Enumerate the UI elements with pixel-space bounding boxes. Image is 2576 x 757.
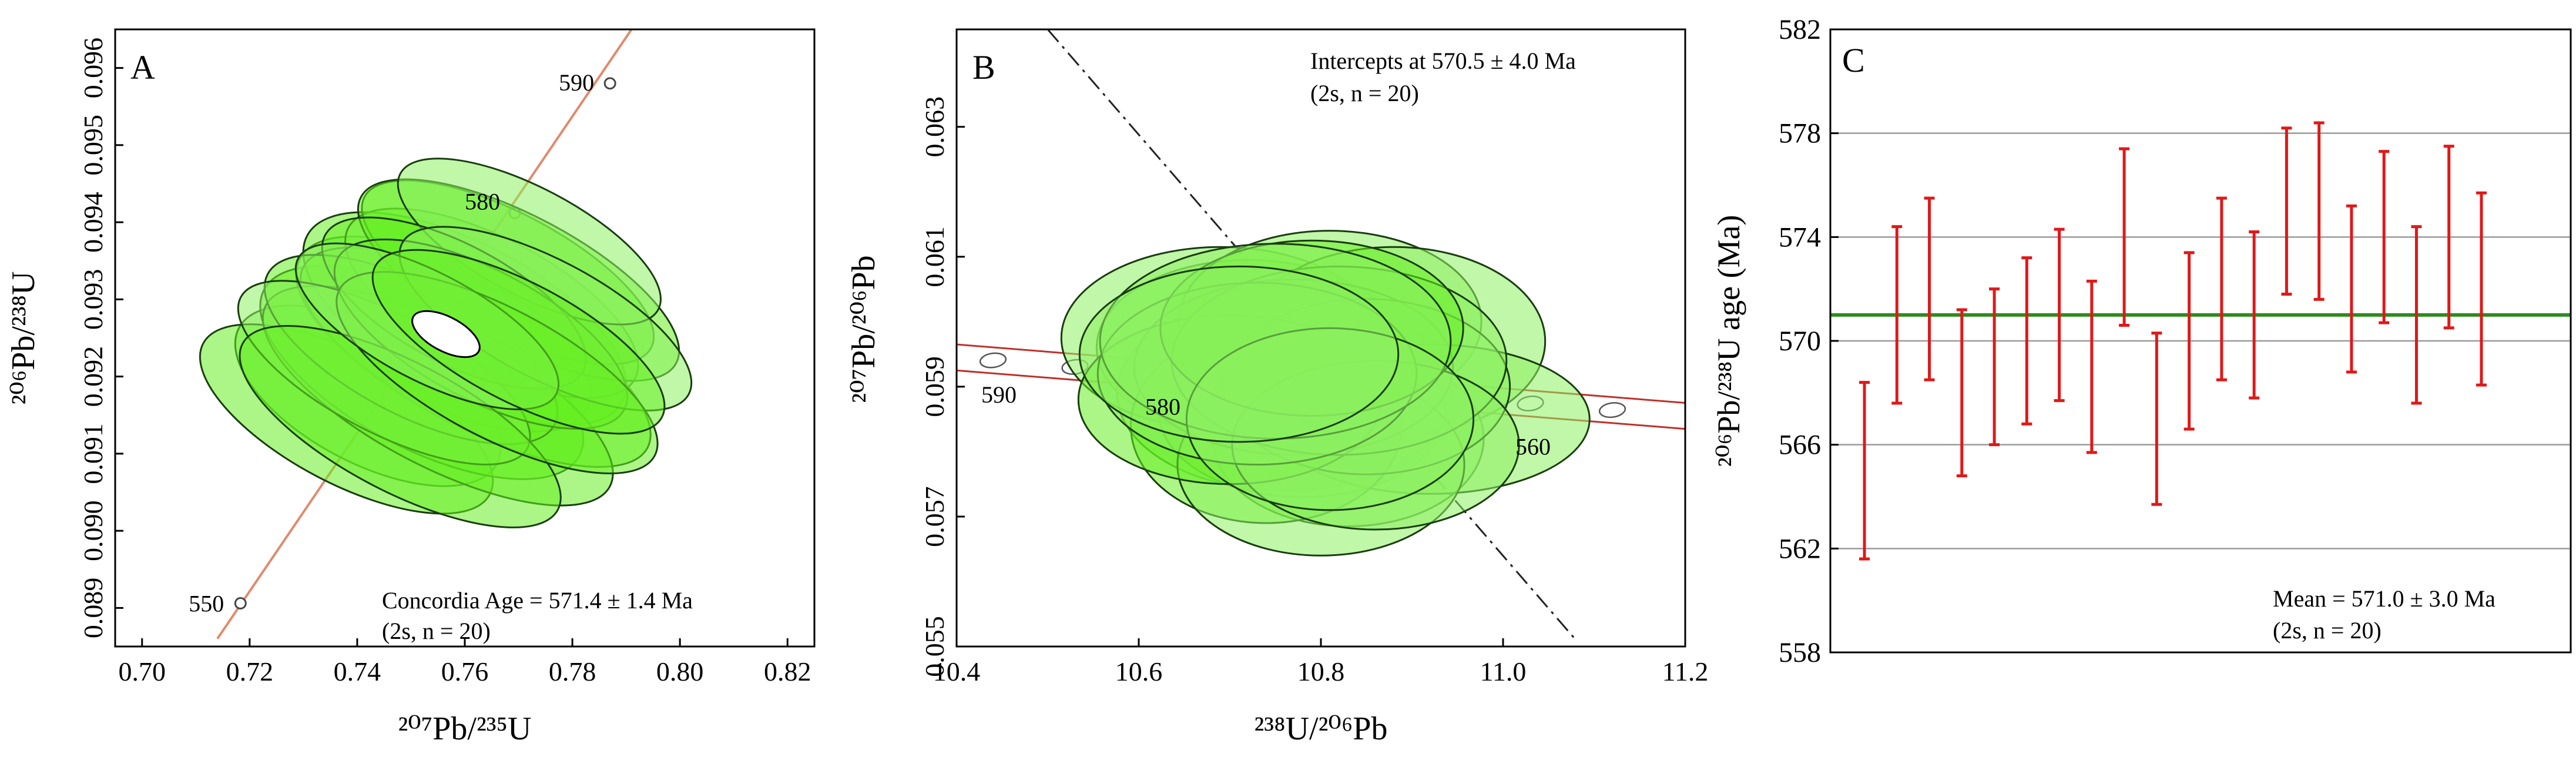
y-axis-label-a: ²⁰⁶Pb/²³⁸U [5, 271, 42, 404]
grid-lines-c [1830, 132, 2571, 550]
y-tick-label-a: 0.095 [78, 115, 108, 176]
concordia-age-ellipse-marker [1598, 402, 1626, 418]
y-tick-label-c: 558 [1779, 637, 1821, 668]
annotation-n-b: (2s, n = 20) [1310, 80, 1419, 106]
x-axis-label-a: ²⁰⁷Pb/²³⁵U [398, 711, 531, 747]
y-tick-label-b: 0.061 [920, 226, 950, 287]
error-bars-c [1859, 121, 2487, 561]
y-tick-label-a: 0.091 [78, 423, 108, 484]
y-tick-label-c: 582 [1779, 14, 1821, 45]
y-axis-label-c: ²⁰⁶Pb/²³⁸U age (Ma) [1711, 215, 1746, 467]
error-ellipse [371, 249, 666, 435]
y-tick-label-a: 0.090 [78, 500, 108, 561]
y-tick-label-c: 562 [1779, 533, 1821, 564]
concordia-age-label: 580 [1145, 394, 1180, 420]
y-tick-label-c: 574 [1779, 222, 1821, 253]
y-tick-label-b: 0.055 [920, 616, 950, 677]
concordia-age-ellipse-shape [411, 310, 481, 359]
x-tick-label-b: 10.4 [933, 656, 981, 686]
x-tick-label-b: 10.8 [1297, 656, 1345, 686]
concordia-age-ellipse-marker [979, 352, 1007, 369]
concordia-age-label: 590 [981, 381, 1017, 408]
concordia-age-marker [603, 77, 616, 90]
concordia-age-marker [234, 597, 247, 609]
x-axis-label-b: ²³⁸U/²⁰⁶Pb [1254, 711, 1387, 747]
concordia-age-label: 580 [465, 188, 500, 215]
x-tick-label-b: 11.0 [1480, 656, 1527, 686]
y-tick-label-c: 570 [1779, 326, 1821, 357]
concordia-age-label: 550 [189, 591, 224, 617]
y-axis-ticks-b: 0.055 0.057 0.059 0.061 0.063 [920, 96, 965, 677]
panel-label-c: C [1842, 41, 1865, 79]
x-tick-label-b: 11.2 [1662, 656, 1709, 686]
discordia-dashdot-line [1046, 29, 1577, 641]
concordia-age-labels-a: 550 580 590 [189, 69, 594, 617]
y-axis-ticks-c: 558 562 566 570 574 578 582 [1779, 14, 1839, 668]
x-tick-label-a: 0.70 [119, 656, 166, 686]
y-tick-label-a: 0.096 [78, 38, 108, 99]
discordia-line [1046, 29, 1577, 641]
x-tick-label-b: 10.6 [1115, 656, 1163, 686]
y-tick-label-a: 0.092 [78, 346, 108, 407]
y-axis-ticks-a: 0.089 0.090 0.091 0.092 0.093 0.094 0.095 0.096 [78, 38, 123, 638]
error-ellipses-b [1060, 230, 1591, 557]
y-tick-label-c: 566 [1779, 430, 1821, 461]
x-tick-label-a: 0.82 [764, 656, 811, 686]
error-ellipse [1078, 265, 1400, 443]
y-axis-label-b: ²⁰⁷Pb/²⁰⁶Pb [846, 255, 882, 403]
y-tick-label-b: 0.059 [920, 356, 950, 417]
concordia-age-label: 560 [1515, 433, 1551, 460]
error-ellipses-a [199, 158, 693, 528]
annotation-concordia-age: Concordia Age = 571.4 ± 1.4 Ma [382, 587, 693, 614]
annotation-n-c: (2s, n = 20) [2273, 617, 2382, 644]
panel-label-b: B [972, 48, 995, 86]
concordia-age-ellipse [411, 310, 481, 359]
y-tick-label-a: 0.094 [78, 192, 108, 253]
y-tick-label-c: 578 [1779, 118, 1821, 149]
x-tick-label-a: 0.80 [656, 656, 704, 686]
annotation-n-a: (2s, n = 20) [382, 618, 491, 644]
x-tick-label-a: 0.76 [441, 656, 489, 686]
x-axis-ticks-a: 0.70 0.72 0.74 0.76 0.78 0.80 0.82 [119, 638, 811, 686]
panel-c-weighted-mean: 558 562 566 570 574 578 582 C Mean = 571.0 ± 3… [1711, 14, 2572, 668]
x-tick-label-a: 0.74 [334, 656, 381, 686]
y-tick-label-b: 0.063 [920, 96, 950, 158]
panel-label-a: A [130, 48, 155, 86]
x-tick-label-a: 0.78 [549, 656, 596, 686]
panel-a-wetherill-concordia: 550 580 590 0.70 0.72 0.74 0.76 0.78 0.80 0.82 0… [5, 28, 816, 747]
x-tick-label-a: 0.72 [226, 656, 274, 686]
concordia-age-labels-b: 590 580 560 [981, 381, 1551, 460]
annotation-intercepts: Intercepts at 570.5 ± 4.0 Ma [1310, 48, 1576, 74]
x-axis-ticks-b: 10.4 10.6 10.8 11.0 11.2 [933, 638, 1709, 686]
annotation-mean: Mean = 571.0 ± 3.0 Ma [2273, 585, 2496, 612]
y-tick-label-a: 0.089 [78, 578, 108, 639]
y-tick-label-b: 0.057 [920, 486, 950, 547]
concordia-age-label: 590 [559, 69, 594, 96]
y-tick-label-a: 0.093 [78, 269, 108, 330]
